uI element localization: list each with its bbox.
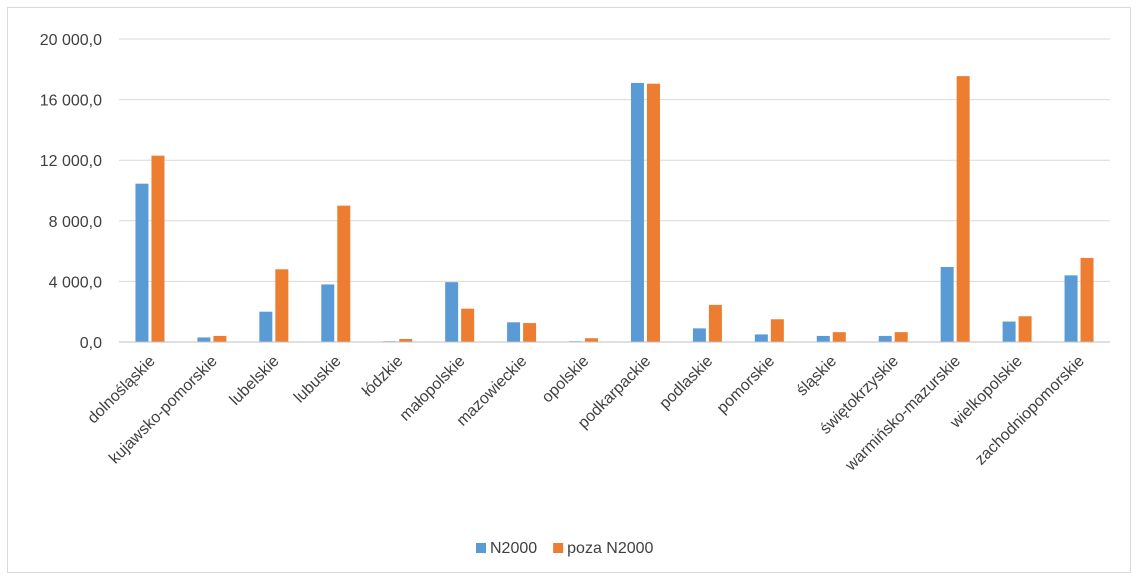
bar-poza-n2000	[894, 332, 908, 342]
y-tick-label: 20 000,0	[40, 32, 102, 49]
x-tick-label: śląskie	[794, 353, 841, 400]
x-tick-label: podlaskie	[656, 353, 716, 413]
legend-swatch	[476, 543, 486, 553]
bar-poza-n2000	[832, 332, 846, 342]
y-tick-label: 12 000,0	[40, 153, 102, 170]
y-tick-label: 4 000,0	[49, 274, 102, 291]
bar-poza-n2000	[213, 335, 227, 342]
bar-n2000	[630, 82, 644, 342]
bar-poza-n2000	[646, 83, 660, 342]
y-axis-ticks: 0,0 4 000,0 8 000,0 12 000,0 16 000,0 20 000,…	[40, 32, 102, 352]
x-tick-label: lubuskie	[291, 353, 345, 407]
x-tick-label: opolskie	[539, 353, 593, 407]
bar-poza-n2000	[770, 319, 784, 342]
legend-label: poza N2000	[567, 540, 653, 557]
x-tick-label: zachodniopomorskie	[972, 353, 1088, 469]
bar-n2000	[754, 334, 768, 342]
y-tick-label: 8 000,0	[49, 214, 102, 231]
bar-n2000	[321, 284, 335, 342]
bar-n2000	[816, 335, 830, 342]
bar-poza-n2000	[956, 76, 970, 343]
legend: N2000 poza N2000	[476, 540, 654, 557]
bar-n2000	[878, 335, 892, 342]
y-tick-label: 0,0	[80, 335, 102, 352]
bar-poza-n2000	[708, 304, 722, 342]
bar-poza-n2000	[523, 323, 537, 342]
bar-poza-n2000	[399, 338, 413, 342]
x-tick-label: łódzkie	[359, 353, 406, 400]
bar-poza-n2000	[275, 269, 289, 342]
bar-poza-n2000	[1018, 316, 1032, 342]
bar-poza-n2000	[585, 338, 599, 342]
legend-swatch	[553, 543, 564, 553]
bar-poza-n2000	[151, 155, 165, 342]
bar-n2000	[507, 322, 521, 342]
bar-n2000	[940, 267, 954, 342]
bar-poza-n2000	[337, 205, 351, 342]
x-tick-label: lubelskie	[227, 353, 283, 409]
bar-n2000	[259, 311, 273, 342]
bar-n2000	[1064, 275, 1078, 342]
x-tick-label: warmińsko-mazurskie	[842, 353, 964, 475]
bar-n2000	[445, 282, 459, 342]
bar-n2000	[135, 183, 149, 342]
bar-poza-n2000	[461, 308, 475, 342]
x-tick-label: pomorskie	[714, 353, 778, 417]
bar-n2000	[692, 328, 706, 342]
bar-n2000	[1002, 321, 1016, 342]
x-tick-label: kujawsko-pomorskie	[106, 353, 221, 468]
bar-poza-n2000	[1080, 257, 1094, 342]
y-tick-label: 16 000,0	[40, 93, 102, 110]
bar-n2000	[197, 337, 211, 342]
legend-label: N2000	[490, 540, 537, 557]
bars	[135, 76, 1094, 343]
